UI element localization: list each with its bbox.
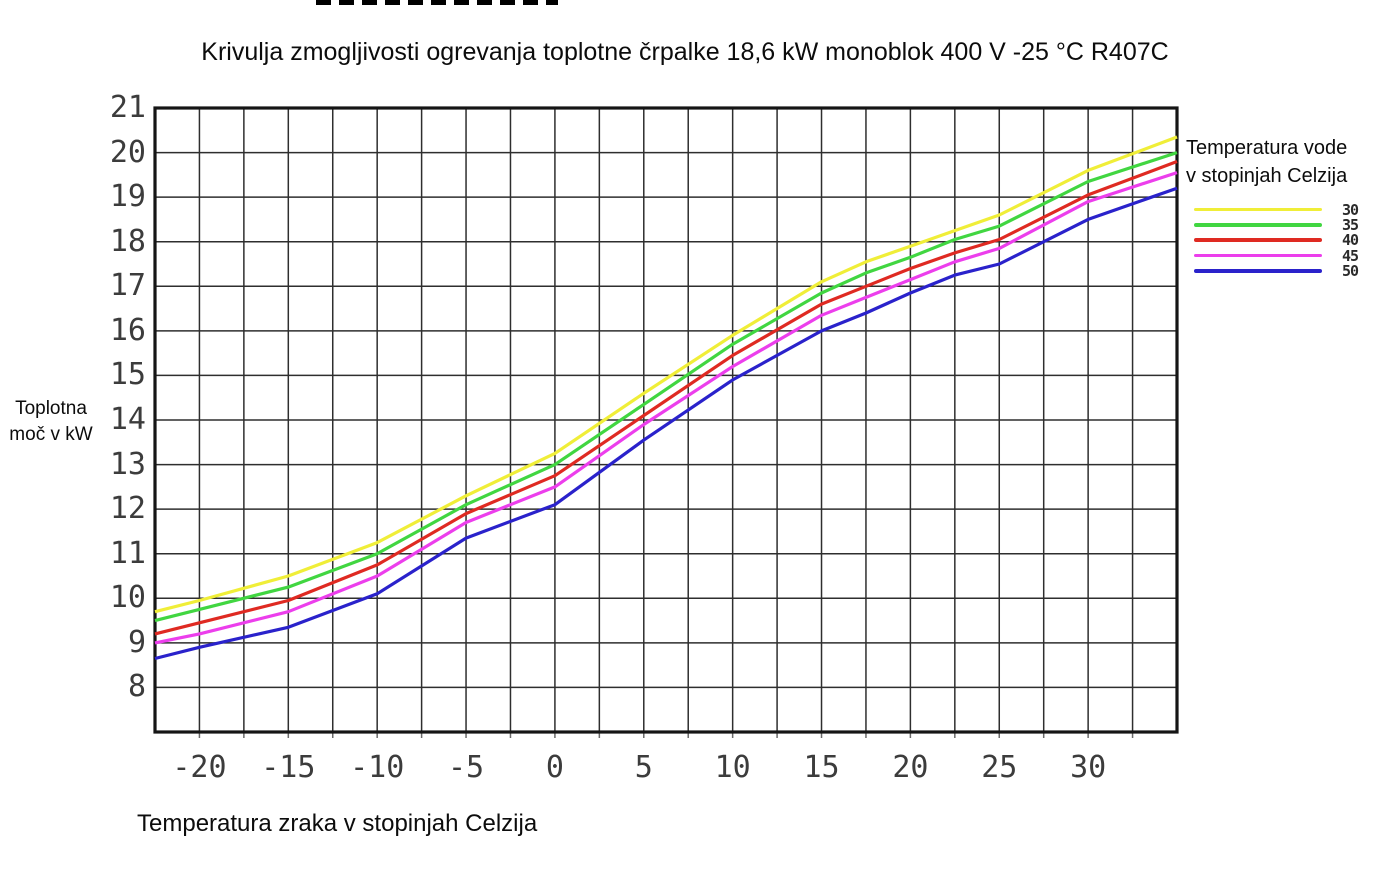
x-axis-title: Temperatura zraka v stopinjah Celzija xyxy=(137,810,538,837)
legend-item-40: 40 xyxy=(1186,231,1382,250)
x-tick-label: -15 xyxy=(261,750,316,785)
legend-color-line xyxy=(1194,269,1322,273)
series-line-30 xyxy=(154,135,1178,614)
x-tick-label: 10 xyxy=(714,750,751,785)
series-line-45 xyxy=(154,171,1178,645)
y-tick-label: 17 xyxy=(109,268,146,304)
y-tick-label: 20 xyxy=(109,134,146,170)
series-line-40 xyxy=(154,160,1178,636)
legend-item-30: 30 xyxy=(1186,200,1382,219)
y-tick-label: 12 xyxy=(109,491,146,527)
series-line-50 xyxy=(154,186,1178,661)
legend-items: 30 35 40 45 50 xyxy=(1186,200,1382,280)
legend-item-35: 35 xyxy=(1186,215,1382,234)
legend-title: Temperatura vode v stopinjah Celzija xyxy=(1186,137,1348,187)
x-tick-label: -5 xyxy=(447,750,485,785)
y-tick-label: 11 xyxy=(109,535,146,571)
x-tick-label: -10 xyxy=(350,750,405,785)
legend-item-label: 50 xyxy=(1341,261,1359,280)
chart-title: Krivulja zmogljivosti ogrevanja toplotne… xyxy=(201,38,1169,66)
y-tick-label: 9 xyxy=(127,624,146,660)
x-tick-label: 20 xyxy=(892,750,929,785)
y-tick-label: 19 xyxy=(109,179,146,215)
legend-item-label: 35 xyxy=(1341,215,1359,234)
y-tick-label: 13 xyxy=(109,446,146,482)
legend-item-50: 50 xyxy=(1186,261,1382,280)
legend-color-line xyxy=(1194,253,1322,258)
x-tick-label: -20 xyxy=(172,750,227,785)
y-tick-label: 16 xyxy=(109,312,146,348)
legend-item-label: 30 xyxy=(1341,200,1359,219)
plot-border xyxy=(153,106,1179,734)
x-tick-label: 15 xyxy=(803,750,840,785)
legend: Temperatura vode v stopinjah Celzija 30 3… xyxy=(1186,134,1382,280)
x-tick-label: 30 xyxy=(1070,750,1107,785)
legend-item-45: 45 xyxy=(1186,246,1382,265)
legend-color-line xyxy=(1194,207,1322,212)
y-axis-title: Toplotna moč v kW xyxy=(9,398,93,445)
series-line-35 xyxy=(154,151,1178,623)
y-tick-label: 15 xyxy=(109,357,146,393)
legend-color-line xyxy=(1194,223,1322,227)
y-tick-label: 21 xyxy=(109,90,146,125)
scan-artifact xyxy=(316,0,558,5)
y-tick-label: 14 xyxy=(109,402,146,437)
y-tick-label: 18 xyxy=(109,223,146,259)
y-tick-label: 8 xyxy=(127,669,146,705)
legend-color-line xyxy=(1194,238,1322,242)
x-tick-label: 25 xyxy=(981,750,1018,785)
x-tick-label: 0 xyxy=(545,750,564,785)
x-tick-label: 5 xyxy=(634,750,653,785)
legend-item-label: 40 xyxy=(1341,231,1359,250)
y-tick-label: 10 xyxy=(109,580,146,616)
legend-item-label: 45 xyxy=(1341,246,1359,265)
